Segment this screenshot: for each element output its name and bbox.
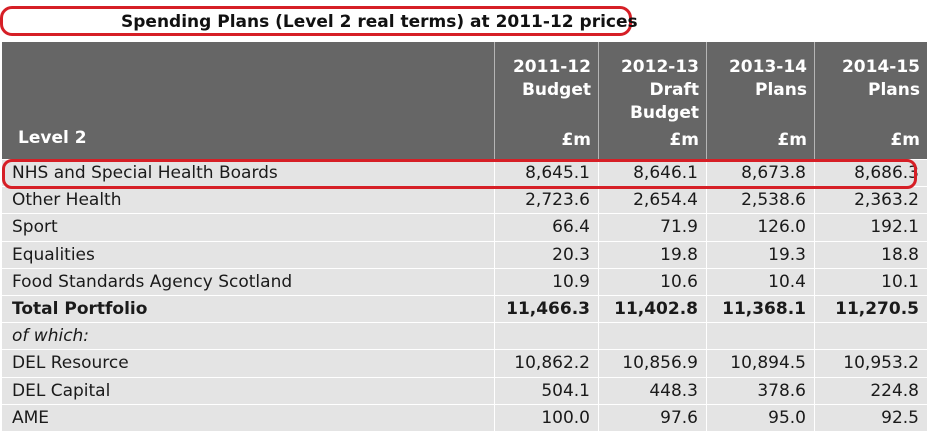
table-cell: 10,856.9 [598, 350, 706, 377]
table-cell: 8,686.3 [814, 160, 927, 187]
table-cell: 11,270.5 [814, 295, 927, 323]
table-cell: 8,646.1 [598, 160, 706, 187]
table-cell: 2,363.2 [814, 187, 927, 214]
table-row-del-resource: DEL Resource 10,862.2 10,856.9 10,894.5 … [2, 349, 927, 377]
column-header-line: Plans [868, 80, 920, 100]
column-unit: £m [561, 130, 591, 150]
row-label: DEL Resource [12, 353, 129, 374]
table-row-food-standards: Food Standards Agency Scotland 10.9 10.6… [2, 267, 927, 295]
column-header-line: Plans [755, 80, 807, 100]
level-2-heading: Level 2 [18, 128, 87, 148]
row-label: Other Health [12, 190, 122, 211]
column-header-line: 2011-12 [512, 57, 591, 77]
table-row-of-which: of which: [2, 322, 927, 350]
column-header-2013-14: 2013-14 Plans £m [706, 42, 814, 159]
table-cell: 20.3 [494, 241, 598, 268]
row-label: DEL Capital [12, 380, 111, 401]
table-cell: 100.0 [494, 404, 598, 431]
table-row-ame: AME 100.0 97.6 95.0 92.5 [2, 403, 927, 431]
column-unit: £m [669, 130, 699, 150]
table-cell: 10.6 [598, 268, 706, 295]
column-unit: £m [777, 130, 807, 150]
table-cell: 10,953.2 [814, 350, 927, 377]
table-row-other-health: Other Health 2,723.6 2,654.4 2,538.6 2,3… [2, 186, 927, 214]
table-row-del-capital: DEL Capital 504.1 448.3 378.6 224.8 [2, 376, 927, 404]
table-cell: 192.1 [814, 214, 927, 241]
table-cell: 8,673.8 [706, 160, 814, 187]
column-unit: £m [890, 130, 920, 150]
spending-plans-table: Level 2 2011-12 Budget £m 2012-13 Draft … [2, 42, 927, 431]
table-cell: 504.1 [494, 377, 598, 404]
table-row-nhs: NHS and Special Health Boards 8,645.1 8,… [2, 159, 927, 187]
column-header-2012-13: 2012-13 Draft Budget £m [598, 42, 706, 159]
column-header-line: 2014-15 [841, 57, 920, 77]
row-label: NHS and Special Health Boards [12, 163, 278, 183]
redacted-area [17, 12, 113, 30]
row-label: of which: [12, 326, 90, 347]
table-cell: 71.9 [598, 214, 706, 241]
table-cell: 10.4 [706, 268, 814, 295]
column-header-line: 2012-13 [620, 57, 699, 77]
table-cell: 19.8 [598, 241, 706, 268]
column-header-line: Budget [521, 80, 591, 100]
table-cell: 10.1 [814, 268, 927, 295]
table-cell: 126.0 [706, 214, 814, 241]
row-label: AME [12, 407, 50, 428]
row-label: Total Portfolio [12, 298, 148, 319]
table-cell [494, 323, 598, 350]
table-cell: 448.3 [598, 377, 706, 404]
column-header-line: 2013-14 [728, 57, 807, 77]
table-cell: 10,862.2 [494, 350, 598, 377]
table-cell: 11,466.3 [494, 295, 598, 323]
table-row-total-portfolio: Total Portfolio 11,466.3 11,402.8 11,368… [2, 294, 927, 323]
table-cell: 11,402.8 [598, 295, 706, 323]
table-header: Level 2 2011-12 Budget £m 2012-13 Draft … [2, 42, 927, 159]
table-cell: 97.6 [598, 404, 706, 431]
table-row-equalities: Equalities 20.3 19.8 19.3 18.8 [2, 240, 927, 268]
table-row-sport: Sport 66.4 71.9 126.0 192.1 [2, 213, 927, 241]
row-label: Equalities [12, 244, 95, 265]
table-cell: 2,538.6 [706, 187, 814, 214]
table-cell: 19.3 [706, 241, 814, 268]
column-header-2011-12: 2011-12 Budget £m [494, 42, 598, 159]
row-label: Food Standards Agency Scotland [12, 271, 293, 292]
row-label: Sport [12, 217, 58, 238]
table-cell: 2,654.4 [598, 187, 706, 214]
table-title: Spending Plans (Level 2 real terms) at 2… [121, 12, 638, 32]
table-cell: 378.6 [706, 377, 814, 404]
table-cell [598, 323, 706, 350]
table-cell: 11,368.1 [706, 295, 814, 323]
table-cell: 224.8 [814, 377, 927, 404]
table-title-frame: Spending Plans (Level 2 real terms) at 2… [0, 6, 638, 36]
table-cell: 66.4 [494, 214, 598, 241]
column-header-line: Draft [649, 80, 700, 100]
table-cell: 18.8 [814, 241, 927, 268]
table-cell [706, 323, 814, 350]
table-cell: 95.0 [706, 404, 814, 431]
table-cell: 10,894.5 [706, 350, 814, 377]
table-cell: 92.5 [814, 404, 927, 431]
table-cell [814, 323, 927, 350]
column-header-line: Budget [629, 103, 699, 123]
table-cell: 10.9 [494, 268, 598, 295]
column-header-2014-15: 2014-15 Plans £m [814, 42, 927, 159]
table-cell: 2,723.6 [494, 187, 598, 214]
table-cell: 8,645.1 [494, 160, 598, 187]
